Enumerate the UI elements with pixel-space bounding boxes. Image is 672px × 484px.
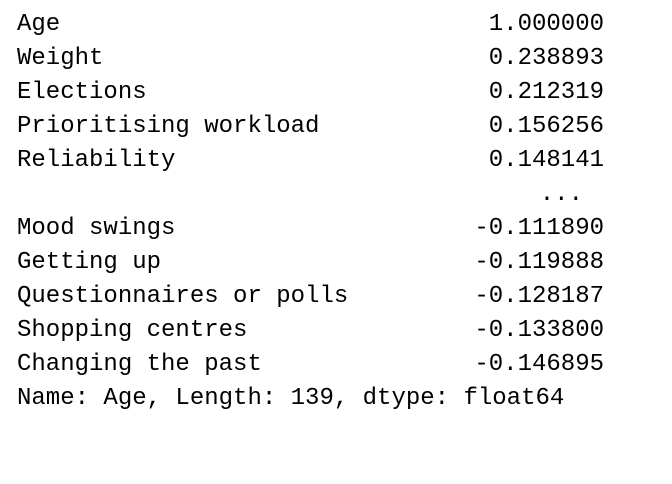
series-row: Shopping centres -0.133800	[17, 314, 604, 348]
row-label: Getting up	[17, 249, 162, 276]
row-label: Prioritising workload	[17, 113, 320, 140]
row-value: 1.000000	[488, 11, 604, 38]
row-value: 0.148141	[488, 147, 604, 174]
row-value: -0.133800	[474, 317, 604, 344]
row-value: -0.119888	[474, 249, 604, 276]
series-footer: Name: Age, Length: 139, dtype: float64	[17, 385, 565, 412]
series-row: Age 1.000000	[17, 8, 604, 42]
series-row: Prioritising workload 0.156256	[17, 110, 604, 144]
row-label: Mood swings	[17, 215, 176, 242]
series-row: Getting up -0.119888	[17, 246, 604, 280]
ellipsis-row: ...	[17, 178, 583, 212]
series-row: Elections 0.212319	[17, 76, 604, 110]
row-value: -0.128187	[474, 283, 604, 310]
row-label: Age	[17, 11, 61, 38]
row-label: Weight	[17, 45, 104, 72]
row-value: 0.238893	[488, 45, 604, 72]
series-output: Age 1.000000 Weight 0.238893 Elections 0…	[17, 8, 604, 416]
series-row: Changing the past -0.146895	[17, 348, 604, 382]
row-label: Changing the past	[17, 351, 262, 378]
row-value: 0.156256	[488, 113, 604, 140]
series-row: Mood swings -0.111890	[17, 212, 604, 246]
row-value: -0.111890	[474, 215, 604, 242]
series-row: Questionnaires or polls -0.128187	[17, 280, 604, 314]
series-row: Weight 0.238893	[17, 42, 604, 76]
row-value: 0.212319	[488, 79, 604, 106]
row-value: -0.146895	[474, 351, 604, 378]
row-label: Shopping centres	[17, 317, 248, 344]
ellipsis: ...	[539, 181, 583, 208]
row-label: Reliability	[17, 147, 176, 174]
row-label: Questionnaires or polls	[17, 283, 349, 310]
row-label: Elections	[17, 79, 147, 106]
series-row: Reliability 0.148141	[17, 144, 604, 178]
